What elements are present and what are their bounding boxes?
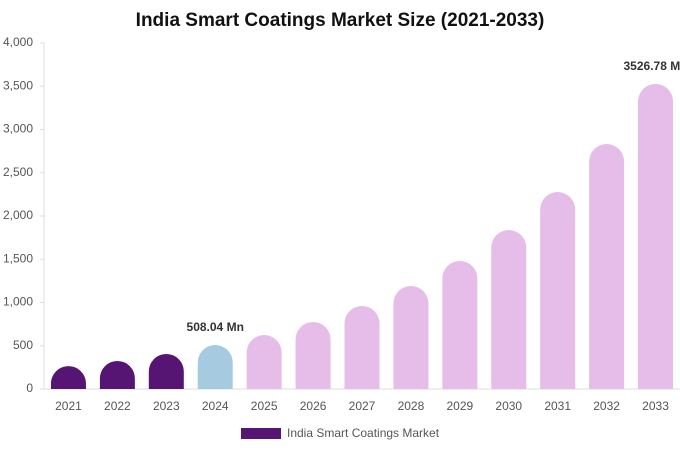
bar	[50, 366, 86, 389]
x-tick-label: 2023	[153, 399, 180, 413]
bar	[491, 230, 527, 389]
x-tick-label: 2021	[55, 399, 82, 413]
bar	[148, 353, 184, 389]
y-tick-label: 1,500	[3, 251, 33, 265]
legend-label: India Smart Coatings Market	[287, 426, 440, 440]
bar	[638, 83, 674, 389]
y-tick-label: 3,000	[3, 122, 33, 136]
x-tick-label: 2031	[544, 399, 571, 413]
x-tick-label: 2024	[202, 399, 229, 413]
chart-title: India Smart Coatings Market Size (2021-2…	[136, 10, 545, 31]
bar	[197, 345, 233, 389]
legend-swatch	[241, 428, 281, 439]
bar	[442, 260, 478, 389]
x-tick-label: 2027	[349, 399, 376, 413]
bar	[295, 321, 331, 389]
x-tick-label: 2028	[398, 399, 425, 413]
bar	[589, 144, 625, 389]
y-tick-label: 0	[26, 381, 33, 395]
y-tick-label: 2,000	[3, 208, 33, 222]
bar	[246, 335, 282, 389]
x-tick-label: 2033	[642, 399, 669, 413]
y-tick-label: 4,000	[3, 35, 33, 49]
y-tick-label: 3,500	[3, 78, 33, 92]
y-tick-label: 1,000	[3, 295, 33, 309]
x-tick-label: 2022	[104, 399, 131, 413]
x-tick-label: 2029	[446, 399, 473, 413]
x-tick-label: 2025	[251, 399, 278, 413]
y-tick-label: 500	[13, 338, 33, 352]
value-label: 508.04 Mn	[187, 320, 244, 334]
y-tick-label: 2,500	[3, 165, 33, 179]
x-tick-label: 2026	[300, 399, 327, 413]
x-tick-label: 2030	[495, 399, 522, 413]
bar	[540, 192, 576, 389]
bar	[344, 305, 380, 389]
bar	[99, 360, 135, 389]
bar	[393, 285, 429, 389]
x-tick-label: 2032	[593, 399, 620, 413]
value-label: 3526.78 Mn	[624, 59, 680, 73]
